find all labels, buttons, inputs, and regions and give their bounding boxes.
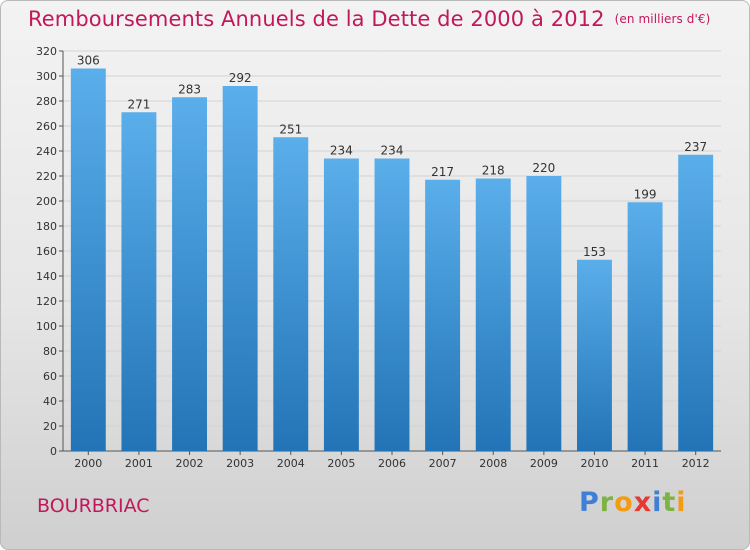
axes: 0 20 40 60 80 100 120 140 160 180 200 220 240 260 280 3… — [36, 45, 721, 470]
y-tick-label: 140 — [36, 270, 57, 283]
data-label-2001: 271 — [127, 97, 150, 111]
bar-2005 — [323, 158, 359, 451]
logo-letter: r — [599, 487, 615, 518]
data-label-2000: 306 — [77, 54, 100, 68]
x-tick-label-2010: 2010 — [580, 457, 608, 470]
x-tick-label-2012: 2012 — [682, 457, 710, 470]
x-tick-label-2005: 2005 — [327, 457, 355, 470]
data-label-2009: 220 — [532, 161, 555, 175]
bar-2012 — [678, 154, 714, 451]
chart-title: Remboursements Annuels de la Dette de 20… — [28, 7, 710, 31]
bar-2011 — [627, 202, 663, 451]
data-label-2010: 153 — [583, 245, 606, 259]
y-tick-label: 0 — [50, 445, 57, 458]
bar-2003 — [222, 86, 258, 451]
y-tick-label: 180 — [36, 220, 57, 233]
y-tick-label: 120 — [36, 295, 57, 308]
x-tick-label-2006: 2006 — [378, 457, 406, 470]
data-label-2008: 218 — [482, 164, 505, 178]
bars — [70, 68, 714, 451]
bar-2006 — [374, 158, 410, 451]
data-label-2002: 283 — [178, 82, 201, 96]
data-label-2003: 292 — [229, 71, 252, 85]
logo-letter: i — [652, 487, 663, 518]
bar-2008 — [475, 178, 511, 451]
logo-letter: t — [662, 487, 677, 518]
data-label-2012: 237 — [684, 140, 707, 154]
logo-letter: o — [614, 487, 634, 518]
bar-2000 — [70, 68, 106, 451]
chart-subtitle: (en milliers d'€) — [614, 12, 711, 26]
chart-title-text: Remboursements Annuels de la Dette de 20… — [28, 7, 605, 31]
bar-2002 — [172, 97, 208, 451]
x-tick-label-2009: 2009 — [530, 457, 558, 470]
bar-2009 — [526, 176, 562, 451]
y-tick-label: 160 — [36, 245, 57, 258]
data-labels: 306 271 283 292 251 234 234 217 218 220 153 199 237 — [77, 54, 707, 259]
y-tick-label: 320 — [36, 45, 57, 58]
bar-2007 — [425, 179, 461, 451]
x-tick-label-2002: 2002 — [176, 457, 204, 470]
y-tick-label: 280 — [36, 95, 57, 108]
y-tick-label: 220 — [36, 170, 57, 183]
data-label-2007: 217 — [431, 165, 454, 179]
x-tick-label-2001: 2001 — [125, 457, 153, 470]
x-tick-label-2000: 2000 — [74, 457, 102, 470]
x-tick-label-2003: 2003 — [226, 457, 254, 470]
data-label-2004: 251 — [279, 122, 302, 136]
y-tick-label: 240 — [36, 145, 57, 158]
logo-letter: P — [579, 487, 600, 518]
y-tick-label: 20 — [43, 420, 57, 433]
bar-2001 — [121, 112, 157, 451]
data-label-2006: 234 — [381, 144, 404, 158]
proxiti-logo: Proxiti — [579, 487, 687, 518]
logo-letter: i — [676, 487, 687, 518]
data-label-2011: 199 — [634, 187, 657, 201]
y-tick-label: 40 — [43, 395, 57, 408]
y-tick-label: 200 — [36, 195, 57, 208]
x-tick-label-2007: 2007 — [429, 457, 457, 470]
bar-2004 — [273, 137, 309, 451]
x-tick-label-2008: 2008 — [479, 457, 507, 470]
y-tick-label: 100 — [36, 320, 57, 333]
city-name: BOURBRIAC — [37, 495, 150, 517]
data-label-2005: 234 — [330, 144, 353, 158]
y-tick-label: 60 — [43, 370, 57, 383]
bar-2010 — [576, 259, 612, 451]
x-tick-label-2004: 2004 — [277, 457, 305, 470]
logo-letter: x — [633, 487, 653, 518]
y-tick-label: 260 — [36, 120, 57, 133]
y-tick-label: 80 — [43, 345, 57, 358]
x-tick-label-2011: 2011 — [631, 457, 659, 470]
y-tick-label: 300 — [36, 70, 57, 83]
